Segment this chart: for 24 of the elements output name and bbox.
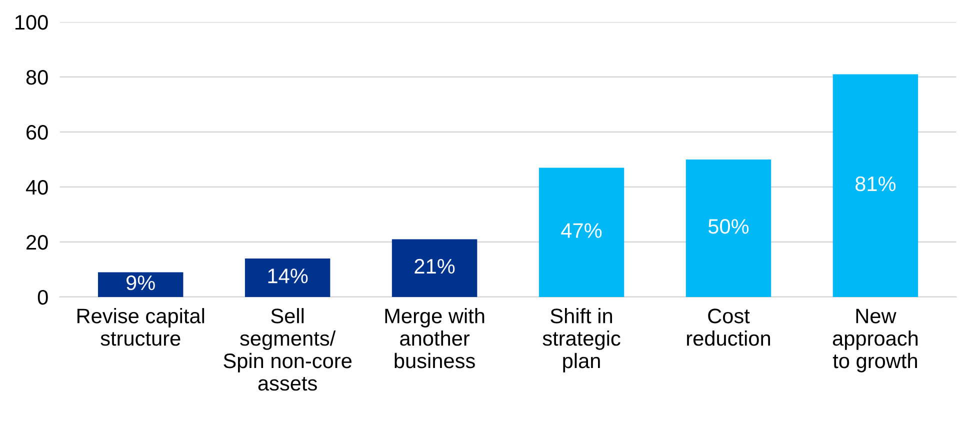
- x-tick-label: Sell segments/ Spin non-core assets: [224, 308, 352, 391]
- y-tick-label: 80: [26, 70, 48, 85]
- bar: [244, 258, 330, 297]
- data-label: 14%: [268, 268, 308, 284]
- x-tick-label: Shift in strategic plan: [542, 308, 620, 372]
- y-tick-label: 100: [15, 14, 48, 30]
- bar: [392, 239, 478, 297]
- y-tick-label: 20: [26, 234, 48, 250]
- x-tick-label: Merge with another business: [385, 308, 484, 368]
- data-label: 47%: [561, 223, 602, 238]
- x-tick-label: Cost reduction: [687, 308, 770, 346]
- y-tick-label: 40: [26, 180, 48, 195]
- data-label: 9%: [126, 275, 155, 290]
- y-tick-label: 0: [38, 290, 48, 305]
- bar: [538, 168, 624, 297]
- data-label: 50%: [708, 219, 749, 234]
- x-tick-label: New approach to growth: [832, 308, 918, 372]
- bar: [832, 74, 918, 297]
- data-label: 81%: [856, 176, 896, 192]
- data-label: 21%: [414, 258, 455, 274]
- bar: [98, 272, 184, 297]
- bar: [686, 159, 772, 297]
- y-tick-label: 60: [26, 124, 48, 140]
- x-tick-label: Revise capital structure: [77, 308, 204, 346]
